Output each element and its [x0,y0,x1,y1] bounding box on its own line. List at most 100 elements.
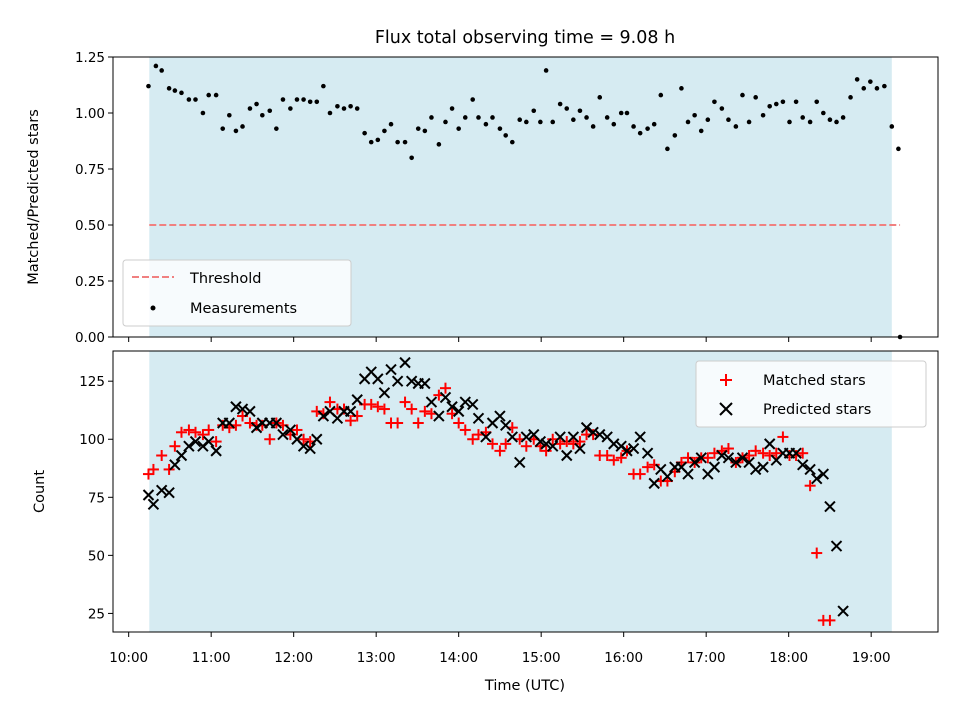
measurement-point [227,112,232,118]
predicted-point [830,540,843,552]
predicted-point-b [351,394,363,406]
predicted-point [594,428,606,441]
matched-point [425,408,437,420]
measurement-point [637,130,643,136]
measurement-point [665,146,670,152]
predicted-point-b [641,447,654,459]
predicted-point-b [270,417,283,429]
predicted-point [433,410,445,422]
matched-point [601,450,613,462]
measurement-point [698,128,704,134]
legend-measurements-label: Measurements [190,301,297,317]
measurement-point [402,139,408,145]
y-tick-label: 125 [79,374,105,390]
predicted-point-b [405,375,418,387]
predicted-point-b [817,468,830,480]
matched-point [197,429,209,441]
matched-point [500,438,512,450]
predicted-point-b [223,417,236,429]
predicted-point [608,438,620,450]
measurement-point [685,119,691,125]
predicted-point-b [472,412,485,425]
predicted-point [147,498,160,510]
measurement-point [611,121,617,127]
measurement-point [800,115,805,120]
predicted-point [506,431,519,443]
predicted-point [561,449,573,462]
predicted-point [480,431,492,443]
measurement-point [213,92,219,98]
measurement-point [618,110,624,116]
predicted-point [399,356,411,369]
matched-point [824,614,836,626]
predicted-point-b [567,431,580,443]
predicted-point [169,459,181,471]
predicted-point [230,401,242,413]
predicted-point [385,363,397,376]
measurement-point [436,142,442,147]
measurement-point [348,103,353,109]
predicted-point-b [730,456,742,469]
matched-point [764,450,776,462]
measurement-point [584,115,589,120]
predicted-point [580,421,593,434]
predicted-point-b [365,366,377,378]
matched-point [175,426,187,438]
legend-matched-swatch [720,374,732,386]
measurement-point [186,97,192,102]
predicted-point-b [202,435,215,448]
measurement-point [483,121,489,127]
measurement-point [166,86,172,91]
predicted-point [790,447,802,459]
measurement-point [362,130,367,136]
measurement-point [571,117,576,123]
matched-point [210,436,222,448]
predicted-point-b [682,468,694,480]
predicted-point-b [722,452,735,464]
predicted-point [351,394,363,406]
predicted-point-b [499,419,512,432]
measurement-point [651,121,657,127]
predicted-point [163,486,175,499]
predicted-point-b [399,356,411,369]
predicted-point-b [311,433,323,445]
measurement-point [590,124,596,129]
matched-point [540,445,552,457]
top-y-axis: 0.00 0.25 0.50 0.75 1.00 1.25 [75,50,113,346]
measurement-point [692,112,697,118]
matched-point [520,440,532,452]
matched-point [702,452,714,464]
matched-point [392,417,404,429]
measurement-point [335,103,340,109]
measurement-point [456,126,461,131]
predicted-point [824,500,836,513]
matched-point [203,424,215,436]
predicted-point-b [811,473,823,485]
measurement-point [388,121,394,127]
x-tick-label: 19:00 [852,650,891,666]
matched-point [682,452,694,464]
predicted-point-b [439,391,452,404]
x-axis-label: Time (UTC) [484,678,565,694]
matched-point [634,468,646,480]
predicted-point [459,396,471,408]
predicted-point-b [297,440,310,452]
measurement-point [206,92,211,98]
measurement-point [793,99,799,105]
predicted-point-b [230,401,242,413]
bottom-plot-frame [112,350,939,633]
predicted-point [494,410,506,422]
predicted-point [695,452,707,464]
measurement-point [550,119,556,125]
matched-point [372,401,384,413]
matched-point [804,480,816,492]
predicted-point [520,431,533,443]
measurement-point [470,97,476,102]
measurement-point [597,95,603,100]
measurement-point [510,139,515,145]
predicted-point [391,375,404,387]
matched-point [459,424,471,436]
measurement-point [341,106,347,111]
predicted-point-b [147,498,160,510]
predicted-point-b [615,440,627,452]
